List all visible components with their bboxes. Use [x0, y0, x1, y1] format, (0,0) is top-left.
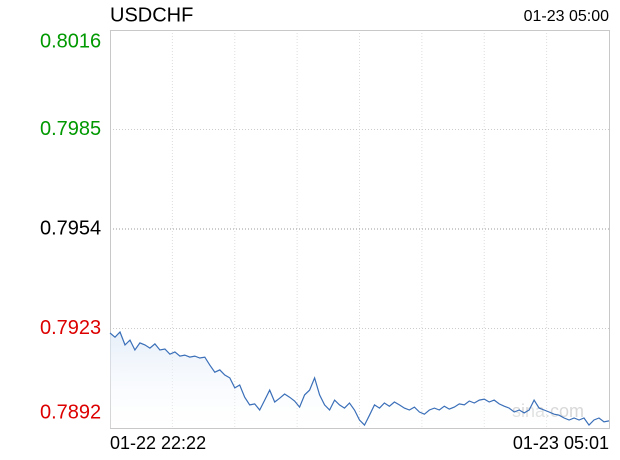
x-start-label: 01-22 22:22 — [110, 433, 206, 453]
y-tick-label: 0.8016 — [40, 30, 101, 52]
plot-frame — [110, 30, 610, 429]
y-tick-label: 0.7985 — [40, 118, 101, 140]
price-line — [109, 330, 610, 427]
timestamp: 01-23 05:00 — [524, 8, 610, 25]
y-tick-label: 0.7954 — [40, 217, 101, 239]
line-area — [110, 332, 609, 428]
y-tick-label: 0.7923 — [40, 317, 101, 339]
x-end-label: 01-23 05:01 — [513, 433, 609, 453]
y-tick-label: 0.7892 — [40, 401, 101, 423]
chart-title: USDCHF — [110, 4, 193, 26]
